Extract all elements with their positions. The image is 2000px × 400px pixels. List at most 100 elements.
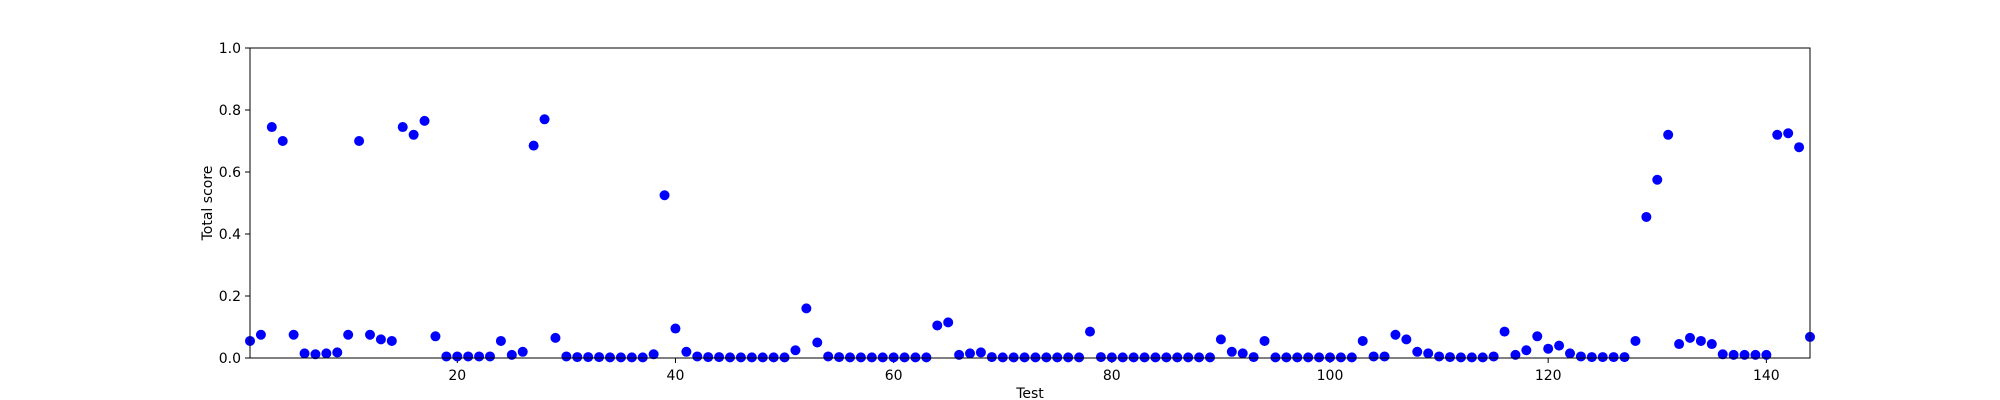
x-tick-label: 40 [667, 368, 685, 384]
data-point [1030, 352, 1041, 363]
data-point [255, 329, 266, 340]
data-point [1695, 335, 1706, 346]
data-point [517, 346, 528, 357]
x-tick-label: 80 [1103, 368, 1121, 384]
data-point [790, 345, 801, 356]
data-point [943, 317, 954, 328]
data-point [735, 352, 746, 363]
data-point [1401, 334, 1412, 345]
data-point [725, 352, 735, 363]
x-axis-label: Test [1015, 386, 1044, 400]
data-point [1772, 129, 1783, 140]
data-point [299, 348, 310, 359]
data-point [1390, 329, 1401, 340]
data-point [1488, 351, 1499, 362]
data-point [1008, 352, 1019, 363]
data-point [714, 352, 725, 363]
data-point [408, 129, 419, 140]
data-point [1412, 346, 1423, 357]
y-tick-label: 0.2 [219, 289, 241, 305]
data-point [1303, 352, 1314, 363]
data-point [1619, 352, 1630, 363]
data-point [626, 352, 637, 363]
y-tick-label: 1.0 [219, 41, 241, 57]
data-point [1259, 335, 1270, 346]
data-point [823, 351, 834, 362]
data-point [1248, 352, 1259, 363]
data-point [757, 352, 768, 363]
data-point [1794, 142, 1805, 153]
data-point [1783, 128, 1794, 139]
y-tick-label: 0.8 [219, 103, 241, 119]
data-point [1445, 352, 1455, 363]
data-point [419, 115, 430, 126]
data-point [1510, 349, 1521, 360]
data-point [692, 351, 703, 362]
data-point [1172, 352, 1183, 363]
data-point [1423, 348, 1434, 359]
data-point [954, 349, 965, 360]
data-point [397, 122, 408, 133]
data-point [1368, 351, 1379, 362]
plot-frame [249, 47, 1811, 359]
data-point [1554, 340, 1565, 351]
data-point [1543, 343, 1554, 354]
data-point [1761, 349, 1772, 360]
data-point [485, 351, 495, 362]
y-axis-ticks: 0.0 0.2 0.4 0.6 0.8 1.0 [219, 41, 250, 367]
data-point [1575, 351, 1586, 362]
data-point [1346, 352, 1357, 363]
data-point [1063, 352, 1074, 363]
data-point [332, 347, 343, 358]
data-point [495, 335, 506, 346]
data-point [888, 352, 899, 363]
data-point [452, 351, 463, 362]
data-point [866, 352, 877, 363]
x-tick-label: 140 [1753, 368, 1780, 384]
x-axis-ticks: 20 40 60 80 100 120 140 [448, 358, 1780, 384]
data-point [812, 337, 823, 348]
data-point [343, 329, 354, 340]
data-point [1434, 351, 1445, 362]
data-point [1117, 352, 1128, 363]
data-point [1095, 352, 1106, 363]
data-point [1281, 352, 1292, 363]
data-point [1226, 346, 1237, 357]
data-point [550, 332, 561, 343]
data-point [768, 352, 779, 363]
data-point [1663, 129, 1674, 140]
data-point [1739, 349, 1750, 360]
data-point [1161, 352, 1172, 363]
data-point [1630, 335, 1641, 346]
data-point [1477, 352, 1488, 363]
data-point [975, 347, 986, 358]
data-point [1674, 339, 1685, 350]
data-point [506, 349, 517, 360]
data-point [615, 352, 626, 363]
data-point [855, 352, 866, 363]
data-point [1597, 352, 1608, 363]
data-point [703, 352, 714, 363]
data-point [583, 352, 594, 363]
data-point [594, 352, 605, 363]
data-point [1314, 352, 1325, 363]
data-point [441, 351, 452, 362]
data-point [997, 352, 1008, 363]
data-point [1139, 352, 1150, 363]
data-point [965, 348, 975, 359]
data-point [801, 303, 812, 314]
y-axis-label: Total score [200, 166, 216, 242]
x-tick-label: 120 [1535, 368, 1562, 384]
data-point [321, 348, 332, 359]
data-point [1357, 335, 1368, 346]
data-point [354, 136, 365, 146]
data-point [1205, 352, 1215, 363]
data-point [1685, 332, 1695, 343]
data-point [1150, 352, 1161, 363]
data-point [834, 352, 845, 363]
data-point [681, 346, 692, 357]
data-point [386, 335, 397, 346]
data-point [779, 352, 790, 363]
data-point [539, 114, 550, 125]
data-point [899, 352, 910, 363]
